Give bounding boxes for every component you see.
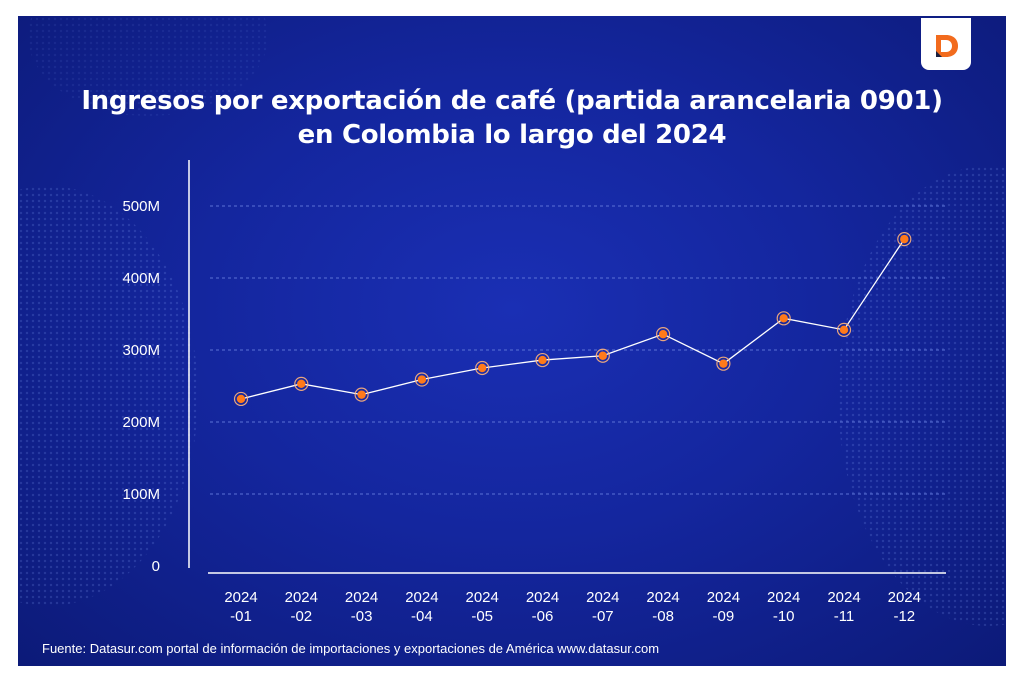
data-point-ring — [233, 391, 249, 407]
x-tick-label-year: 2024 — [285, 589, 318, 606]
x-tick-label-month: -10 — [773, 608, 795, 625]
y-tick-label: 300M — [122, 342, 160, 359]
x-tick-label-month: -05 — [471, 608, 493, 625]
data-point-ring — [776, 311, 791, 326]
data-point — [538, 355, 547, 365]
y-tick-label: 400M — [122, 270, 160, 287]
data-point-ring — [475, 360, 490, 376]
y-tick-label: 100M — [122, 486, 160, 503]
x-tick-label-month: -06 — [532, 608, 554, 625]
x-tick-label-year: 2024 — [888, 589, 921, 606]
x-tick-label-year: 2024 — [707, 589, 740, 606]
x-tick-label-year: 2024 — [767, 589, 800, 606]
y-tick-label: 500M — [122, 198, 160, 215]
x-tick-label-month: -03 — [351, 608, 373, 625]
data-point — [900, 234, 909, 244]
data-point-ring — [414, 372, 429, 387]
data-point — [598, 351, 607, 360]
data-point — [478, 363, 487, 373]
data-point — [658, 329, 668, 339]
data-point — [839, 325, 849, 335]
x-tick-label-month: -08 — [652, 608, 674, 625]
chart-title-line-2: en Colombia lo largo del 2024 — [297, 120, 727, 150]
x-tick-label-year: 2024 — [345, 589, 378, 606]
datasur-logo — [921, 18, 971, 70]
x-tick-label-month: -04 — [411, 608, 433, 625]
data-point — [297, 379, 306, 389]
chart-title-line-1: Ingresos por exportación de café (partid… — [81, 86, 943, 116]
logo-d-corner — [936, 51, 942, 57]
datasur-logo-icon — [936, 35, 958, 57]
x-tick-label-year: 2024 — [466, 589, 499, 606]
y-tick-label: 200M — [122, 414, 160, 431]
data-point-ring — [897, 232, 912, 247]
series-line — [240, 238, 905, 400]
x-tick-label-year: 2024 — [586, 589, 619, 606]
data-point — [357, 390, 366, 399]
source-note: Fuente: Datasur.com portal de informació… — [42, 641, 660, 656]
data-point-ring — [354, 387, 369, 402]
x-tick-label-month: -07 — [592, 608, 614, 625]
x-tick-label-year: 2024 — [405, 589, 438, 606]
x-tick-label-year: 2024 — [224, 589, 257, 606]
x-tick-label-year: 2024 — [526, 589, 559, 606]
x-tick-label-year: 2024 — [646, 589, 679, 606]
x-tick-label-year: 2024 — [827, 589, 860, 606]
chart-title: Ingresos por exportación de café (partid… — [18, 84, 1006, 152]
data-point — [779, 314, 788, 323]
x-tick-label-month: -12 — [893, 608, 915, 625]
data-point-ring — [595, 348, 610, 363]
data-point-ring — [836, 322, 852, 337]
x-tick-label-month: -09 — [713, 608, 735, 625]
y-tick-label: 0 — [152, 558, 160, 575]
data-point — [417, 375, 427, 384]
logo-d-counter — [941, 40, 952, 52]
data-point-ring — [535, 352, 550, 368]
x-tick-label-month: -11 — [834, 608, 855, 625]
x-tick-label-month: -01 — [230, 608, 252, 625]
data-point-ring — [655, 327, 671, 342]
chart-background: Ingresos por exportación de café (partid… — [18, 16, 1006, 666]
data-point-ring — [716, 356, 731, 371]
data-point-ring — [294, 376, 309, 391]
data-point — [719, 359, 728, 368]
data-point — [236, 394, 246, 404]
x-tick-label-month: -02 — [290, 608, 312, 625]
